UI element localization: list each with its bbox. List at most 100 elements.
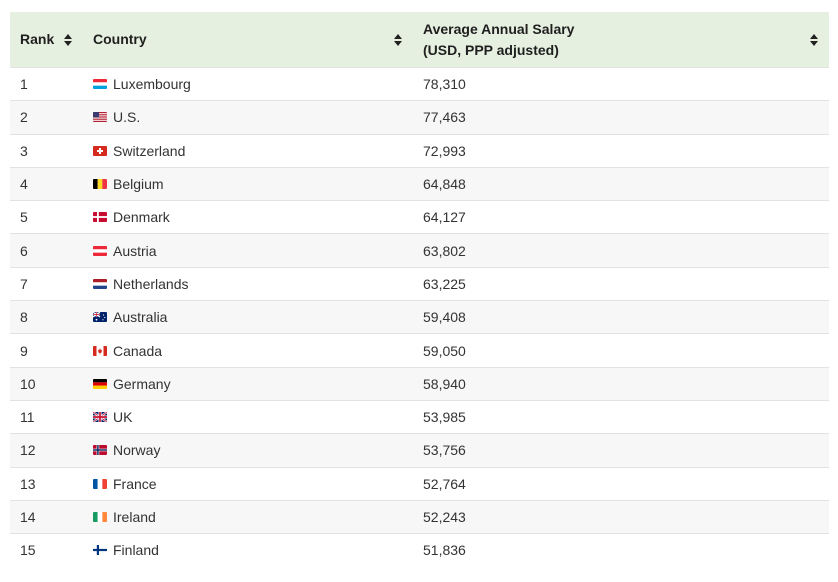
- table-row: 8 Australia 59,408: [10, 300, 829, 334]
- country-cell: Norway: [83, 433, 413, 468]
- rank-cell: 12: [10, 433, 83, 468]
- salary-header-label: Average Annual Salary (USD, PPP adjusted…: [423, 19, 574, 61]
- rank-cell: 1: [10, 66, 83, 101]
- salary-header-line2: (USD, PPP adjusted): [423, 41, 559, 58]
- flag-austria-icon: [93, 245, 107, 256]
- table-row: 2 U.S. 77,463: [10, 100, 829, 135]
- table-body: 1 Luxembourg 78,310 2 U.S. 77,463 3 Switzerland…: [10, 66, 829, 567]
- table-row: 15 Finland 51,836: [10, 533, 829, 567]
- country-cell: Netherlands: [83, 266, 413, 301]
- country-cell: Ireland: [83, 499, 413, 534]
- rank-cell: 4: [10, 166, 83, 201]
- country-cell: U.S.: [83, 100, 413, 135]
- country-cell: Canada: [83, 333, 413, 368]
- rank-cell: 3: [10, 133, 83, 168]
- table-row: 12 Norway 53,756: [10, 433, 829, 468]
- salary-cell: 52,764: [413, 466, 829, 501]
- table-row: 1 Luxembourg 78,310: [10, 66, 829, 101]
- country-name: U.S.: [113, 109, 141, 126]
- flag-france-icon: [93, 478, 107, 489]
- country-cell: UK: [83, 399, 413, 434]
- country-name: Finland: [113, 542, 159, 559]
- sort-icon[interactable]: [809, 33, 819, 46]
- flag-denmark-icon: [93, 212, 107, 223]
- flag-luxembourg-icon: [93, 79, 107, 90]
- rank-cell: 5: [10, 200, 83, 234]
- salary-cell: 51,836: [413, 533, 829, 567]
- table-row: 5 Denmark 64,127: [10, 200, 829, 234]
- rank-cell: 13: [10, 466, 83, 501]
- salary-cell: 59,408: [413, 300, 829, 334]
- country-name: Ireland: [113, 509, 156, 525]
- country-name: Luxembourg: [113, 76, 191, 93]
- flag-australia-icon: [93, 312, 107, 323]
- salary-cell: 63,225: [413, 266, 829, 301]
- country-cell: Finland: [83, 533, 413, 567]
- flag-us-icon: [93, 112, 107, 123]
- salary-cell: 63,802: [413, 233, 829, 268]
- rank-column-header[interactable]: Rank: [10, 12, 83, 68]
- flag-belgium-icon: [93, 179, 107, 190]
- table-row: 9 Canada 59,050: [10, 333, 829, 368]
- rank-cell: 6: [10, 233, 83, 268]
- rank-cell: 7: [10, 266, 83, 301]
- country-cell: Denmark: [83, 200, 413, 234]
- country-name: Germany: [113, 375, 171, 392]
- salary-cell: 59,050: [413, 333, 829, 368]
- salary-header-line1: Average Annual Salary: [423, 20, 575, 37]
- country-cell: Austria: [83, 233, 413, 268]
- flag-norway-icon: [93, 445, 107, 456]
- country-cell: Germany: [83, 366, 413, 401]
- country-cell: Switzerland: [83, 133, 413, 168]
- table-row: 6 Austria 63,802: [10, 233, 829, 268]
- flag-germany-icon: [93, 378, 107, 389]
- table-row: 3 Switzerland 72,993: [10, 133, 829, 168]
- sort-icon[interactable]: [393, 33, 403, 46]
- country-name: Austria: [113, 242, 157, 259]
- flag-uk-icon: [93, 412, 107, 423]
- salary-cell: 53,756: [413, 433, 829, 468]
- rank-cell: 9: [10, 333, 83, 368]
- table-row: 11 UK 53,985: [10, 399, 829, 434]
- table-row: 13 France 52,764: [10, 466, 829, 501]
- country-name: Netherlands: [113, 275, 189, 292]
- country-name: Norway: [113, 442, 161, 459]
- flag-canada-icon: [93, 345, 107, 356]
- flag-finland-icon: [93, 545, 107, 556]
- rank-cell: 10: [10, 366, 83, 401]
- sort-icon[interactable]: [63, 33, 73, 46]
- rank-cell: 8: [10, 300, 83, 334]
- salary-cell: 53,985: [413, 399, 829, 434]
- salary-cell: 52,243: [413, 499, 829, 534]
- salary-cell: 58,940: [413, 366, 829, 401]
- country-name: France: [113, 475, 157, 492]
- table-row: 7 Netherlands 63,225: [10, 266, 829, 301]
- salary-column-header[interactable]: Average Annual Salary (USD, PPP adjusted…: [413, 12, 829, 68]
- country-header-label: Country: [93, 31, 147, 47]
- country-name: Switzerland: [113, 142, 186, 159]
- country-cell: Australia: [83, 300, 413, 334]
- flag-netherlands-icon: [93, 278, 107, 289]
- rank-cell: 14: [10, 499, 83, 534]
- salary-table: Rank Country Average Annual Salary (USD,: [10, 12, 829, 567]
- salary-cell: 64,127: [413, 200, 829, 234]
- country-cell: Belgium: [83, 166, 413, 201]
- salary-cell: 64,848: [413, 166, 829, 201]
- salary-cell: 72,993: [413, 133, 829, 168]
- salary-cell: 77,463: [413, 100, 829, 135]
- rank-cell: 2: [10, 100, 83, 135]
- country-cell: France: [83, 466, 413, 501]
- country-name: Belgium: [113, 176, 164, 193]
- table-header-row: Rank Country Average Annual Salary (USD,: [10, 12, 829, 68]
- country-cell: Luxembourg: [83, 66, 413, 101]
- salary-cell: 78,310: [413, 66, 829, 101]
- flag-switzerland-icon: [93, 145, 107, 156]
- table-row: 4 Belgium 64,848: [10, 166, 829, 201]
- rank-header-label: Rank: [20, 31, 55, 47]
- flag-ireland-icon: [93, 512, 107, 522]
- country-name: Canada: [113, 342, 163, 359]
- country-column-header[interactable]: Country: [83, 12, 413, 68]
- rank-cell: 11: [10, 399, 83, 434]
- country-name: Australia: [113, 309, 168, 326]
- table-row: 10 Germany 58,940: [10, 366, 829, 401]
